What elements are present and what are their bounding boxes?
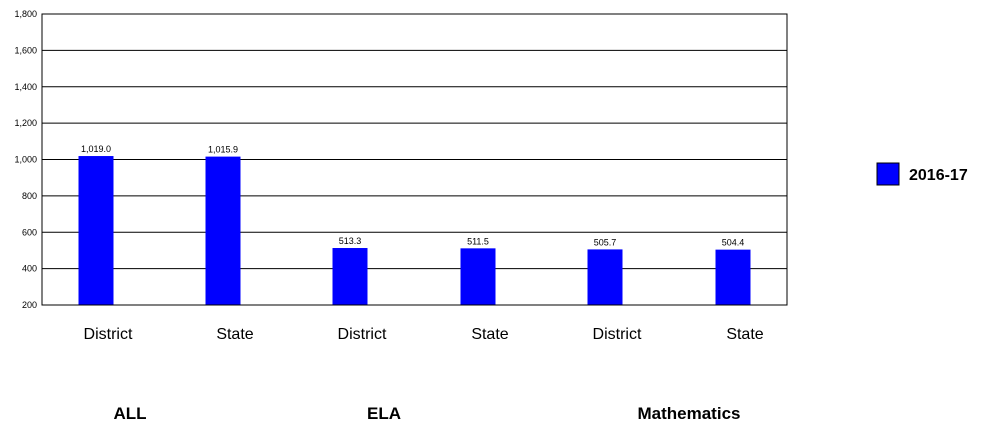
bar (716, 250, 751, 305)
group-label: ELA (367, 404, 401, 423)
y-tick-label: 800 (22, 191, 37, 201)
category-label: State (471, 326, 508, 343)
y-tick-label: 1,600 (14, 45, 37, 55)
y-tick-label: 400 (22, 264, 37, 274)
y-tick-label: 200 (22, 300, 37, 310)
data-label: 505.7 (594, 237, 617, 247)
bar (79, 156, 114, 305)
y-axis-ticks: 200 400 600 800 1,000 1,200 1,400 1,600 1,800 (14, 9, 37, 310)
data-label: 513.3 (339, 236, 362, 246)
category-label: State (726, 326, 763, 343)
data-label: 1,019.0 (81, 144, 111, 154)
data-label: 511.5 (467, 236, 489, 246)
bar (206, 157, 241, 305)
category-label: District (338, 326, 387, 343)
data-label: 1,015.9 (208, 145, 238, 155)
y-tick-label: 600 (22, 227, 37, 237)
category-label: District (593, 326, 642, 343)
legend-swatch (877, 163, 899, 185)
y-tick-label: 1,800 (14, 9, 37, 19)
group-label: Mathematics (638, 404, 741, 423)
category-labels: District State District State District State (84, 326, 764, 343)
group-label: ALL (113, 404, 146, 423)
legend: 2016-17 (877, 163, 968, 185)
legend-label: 2016-17 (909, 167, 968, 184)
y-tick-label: 1,000 (14, 155, 37, 165)
gridlines (42, 50, 787, 268)
group-labels: ALL ELA Mathematics (113, 404, 740, 423)
y-tick-label: 1,200 (14, 118, 37, 128)
bar (588, 249, 623, 305)
category-label: State (216, 326, 253, 343)
bar (333, 248, 368, 305)
data-label: 504.4 (722, 238, 745, 248)
y-tick-label: 1,400 (14, 82, 37, 92)
bars (79, 156, 751, 305)
category-label: District (84, 326, 133, 343)
bar (461, 248, 496, 305)
